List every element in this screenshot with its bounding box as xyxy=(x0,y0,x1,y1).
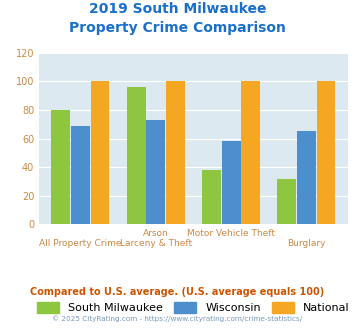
Text: All Property Crime: All Property Crime xyxy=(39,239,122,248)
Text: Arson: Arson xyxy=(143,229,169,238)
Text: Compared to U.S. average. (U.S. average equals 100): Compared to U.S. average. (U.S. average … xyxy=(31,287,324,297)
Text: Property Crime Comparison: Property Crime Comparison xyxy=(69,21,286,35)
Bar xyxy=(146,120,165,224)
Legend: South Milwaukee, Wisconsin, National: South Milwaukee, Wisconsin, National xyxy=(37,302,350,313)
Bar xyxy=(297,131,316,224)
Bar xyxy=(71,126,90,224)
Bar xyxy=(222,142,241,224)
Bar xyxy=(51,110,70,224)
Text: Motor Vehicle Theft: Motor Vehicle Theft xyxy=(187,229,275,238)
Bar xyxy=(278,179,296,224)
Bar xyxy=(127,87,146,224)
Text: 2019 South Milwaukee: 2019 South Milwaukee xyxy=(89,2,266,16)
Text: Larceny & Theft: Larceny & Theft xyxy=(120,239,192,248)
Bar xyxy=(317,82,335,224)
Bar xyxy=(202,170,221,224)
Bar xyxy=(91,82,109,224)
Text: Burglary: Burglary xyxy=(287,239,326,248)
Bar xyxy=(166,82,185,224)
Bar xyxy=(241,82,260,224)
Text: © 2025 CityRating.com - https://www.cityrating.com/crime-statistics/: © 2025 CityRating.com - https://www.city… xyxy=(53,315,302,322)
